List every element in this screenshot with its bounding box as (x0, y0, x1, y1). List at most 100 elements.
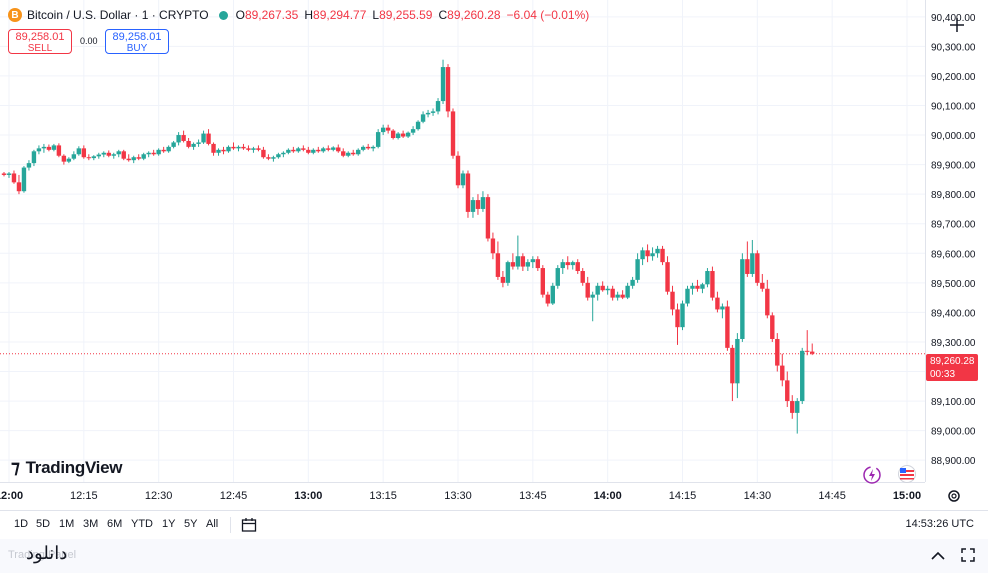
candle-body[interactable] (316, 149, 321, 152)
candle-body[interactable] (420, 114, 426, 122)
candle-body[interactable] (470, 200, 476, 212)
range-5y-button[interactable]: 5Y (184, 518, 198, 530)
candle-body[interactable] (580, 271, 585, 283)
candle-body[interactable] (630, 279, 635, 286)
candle-body[interactable] (655, 248, 660, 254)
candle-body[interactable] (560, 262, 565, 269)
collapse-icon[interactable] (930, 549, 946, 567)
candle-body[interactable] (640, 250, 645, 260)
candlestick-chart[interactable]: 90,400.00 90,300.00 90,200.00 90,100.00 90,0… (0, 0, 988, 510)
candle-body[interactable] (136, 157, 141, 159)
candle-body[interactable] (460, 173, 466, 186)
candle-body[interactable] (450, 111, 456, 156)
candle-body[interactable] (181, 135, 186, 141)
candle-body[interactable] (116, 151, 121, 155)
candle-body[interactable] (81, 148, 87, 158)
candle-body[interactable] (246, 148, 251, 150)
range-5d-button[interactable]: 5D (36, 518, 51, 530)
candle-body[interactable] (126, 158, 131, 161)
buy-button[interactable]: 89,258.01 BUY (105, 29, 169, 54)
candle-body[interactable] (375, 132, 381, 147)
candle-body[interactable] (226, 146, 231, 152)
candle-body[interactable] (216, 149, 221, 153)
range-ytd-button[interactable]: YTD (131, 518, 153, 530)
settings-icon[interactable] (947, 489, 961, 508)
candle-body[interactable] (660, 248, 665, 263)
candle-body[interactable] (695, 285, 700, 289)
crosshair-icon[interactable] (949, 17, 965, 38)
candle-body[interactable] (590, 294, 595, 298)
candle-body[interactable] (620, 294, 625, 298)
candle-body[interactable] (281, 152, 286, 155)
candle-body[interactable] (475, 200, 481, 209)
candle-body[interactable] (715, 297, 720, 310)
candle-body[interactable] (415, 121, 421, 130)
candle-body[interactable] (670, 291, 675, 310)
candle-body[interactable] (725, 306, 730, 348)
range-all-button[interactable]: All (206, 518, 219, 530)
candle-body[interactable] (565, 262, 570, 266)
candle-body[interactable] (201, 133, 206, 143)
candle-body[interactable] (356, 149, 361, 155)
candle-body[interactable] (341, 151, 346, 156)
candle-body[interactable] (700, 284, 705, 289)
candle-body[interactable] (570, 262, 575, 266)
candle-body[interactable] (785, 380, 790, 402)
candle-body[interactable] (336, 147, 341, 152)
candle-body[interactable] (71, 154, 77, 159)
candle-body[interactable] (730, 347, 735, 384)
candle-body[interactable] (805, 350, 810, 352)
candle-body[interactable] (351, 152, 356, 155)
candle-body[interactable] (520, 256, 526, 267)
candle-body[interactable] (685, 288, 690, 304)
candle-body[interactable] (610, 288, 615, 298)
candle-body[interactable] (705, 271, 710, 285)
candle-body[interactable] (645, 250, 650, 257)
lightning-icon[interactable] (862, 465, 882, 490)
candle-body[interactable] (650, 253, 655, 257)
candle-body[interactable] (11, 173, 17, 183)
candle-body[interactable] (600, 285, 605, 291)
candle-body[interactable] (206, 133, 211, 144)
candle-body[interactable] (86, 157, 92, 159)
candle-body[interactable] (196, 142, 201, 144)
candle-body[interactable] (271, 157, 276, 159)
candle-body[interactable] (455, 155, 461, 186)
candle-body[interactable] (101, 152, 106, 155)
candle-body[interactable] (760, 282, 765, 289)
candle-body[interactable] (166, 146, 171, 152)
candle-body[interactable] (31, 151, 37, 164)
candle-body[interactable] (346, 152, 351, 156)
candle-body[interactable] (121, 151, 126, 159)
range-1m-button[interactable]: 1M (59, 518, 75, 530)
candle-body[interactable] (370, 146, 376, 149)
candle-body[interactable] (500, 276, 506, 283)
candle-body[interactable] (385, 127, 391, 131)
candle-body[interactable] (605, 288, 610, 291)
candle-body[interactable] (435, 101, 441, 112)
candle-body[interactable] (755, 253, 760, 283)
flag-icon[interactable] (897, 464, 917, 489)
candle-body[interactable] (331, 147, 336, 150)
candle-body[interactable] (171, 142, 176, 147)
candle-body[interactable] (510, 262, 516, 267)
candle-body[interactable] (296, 148, 301, 152)
candle-body[interactable] (780, 365, 785, 381)
candle-body[interactable] (800, 350, 805, 402)
candle-body[interactable] (710, 271, 715, 298)
candle-body[interactable] (276, 154, 281, 158)
candle-body[interactable] (231, 146, 236, 149)
candle-body[interactable] (750, 253, 755, 274)
candle-body[interactable] (1, 173, 7, 175)
candle-body[interactable] (445, 67, 451, 112)
candle-body[interactable] (16, 182, 22, 192)
candle-body[interactable] (365, 146, 371, 149)
candle-body[interactable] (595, 285, 600, 295)
candle-body[interactable] (775, 338, 780, 366)
candle-body[interactable] (326, 148, 331, 150)
candle-body[interactable] (236, 146, 241, 149)
candle-body[interactable] (321, 148, 326, 152)
candle-body[interactable] (680, 303, 685, 328)
candle-body[interactable] (425, 112, 431, 115)
candle-body[interactable] (535, 259, 541, 269)
